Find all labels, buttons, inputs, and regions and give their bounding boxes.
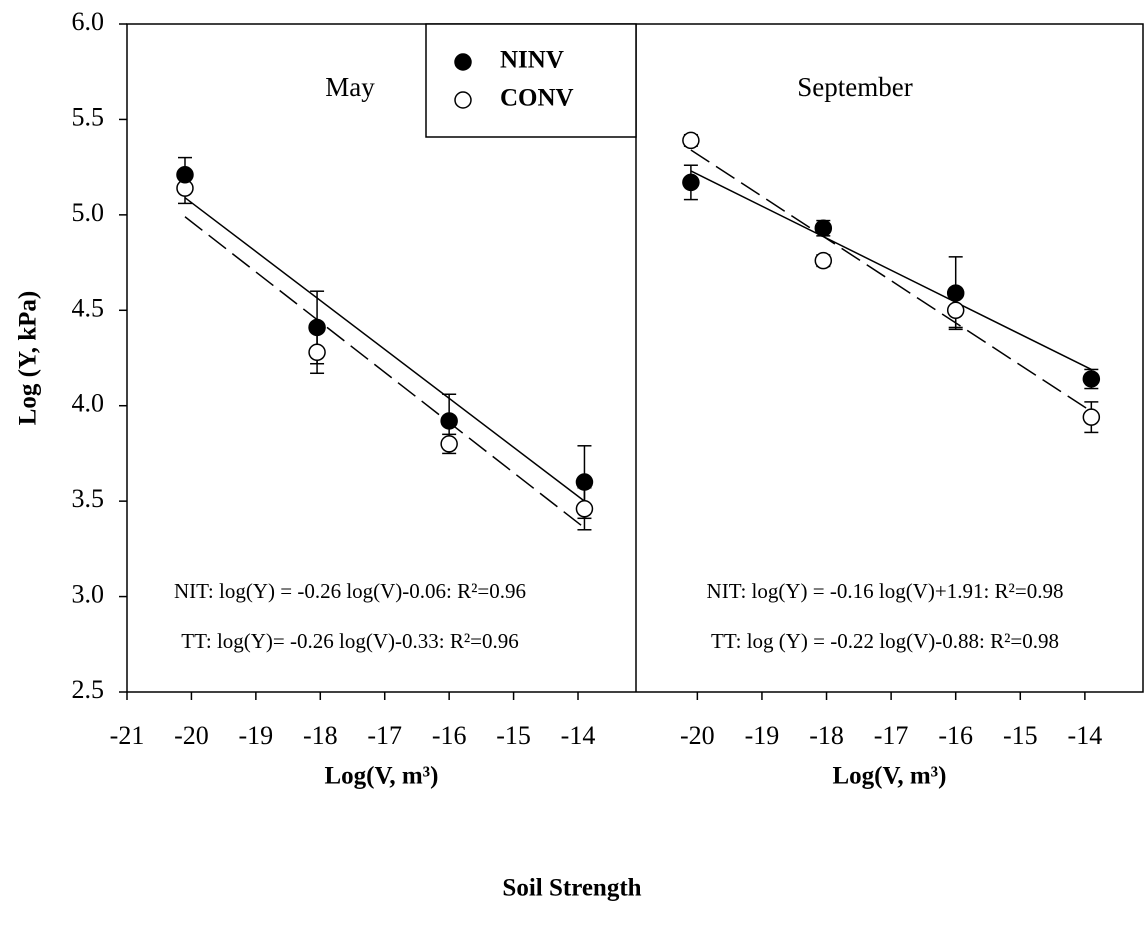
marker <box>308 343 326 362</box>
x-tick-label: -19 <box>745 721 780 750</box>
y-tick-label: 5.5 <box>72 102 105 131</box>
legend-label: CONV <box>500 85 574 112</box>
x-tick-label: -20 <box>680 721 715 750</box>
x-tick-label: -18 <box>303 721 338 750</box>
y-tick-label: 4.5 <box>72 293 105 322</box>
y-tick-label: 5.0 <box>72 198 105 227</box>
y-tick-label: 6.0 <box>72 7 105 36</box>
x-tick-label: -14 <box>561 721 596 750</box>
x-tick-label: -18 <box>809 721 844 750</box>
x-tick-label: -16 <box>938 721 973 750</box>
marker <box>946 284 965 302</box>
marker <box>814 251 833 270</box>
panel-title: May <box>325 72 375 102</box>
legend-box <box>425 23 637 138</box>
equation: NIT: log(Y) = -0.16 log(V)+1.91: R²=0.98 <box>707 579 1064 603</box>
marker <box>1082 370 1101 388</box>
fit-line <box>690 149 1092 413</box>
footer: Soil Strength <box>502 875 641 902</box>
fit-line <box>690 170 1092 371</box>
marker <box>575 500 594 518</box>
fit-line <box>184 197 585 502</box>
marker <box>814 219 833 237</box>
y-tick-label: 3.0 <box>72 580 105 609</box>
marker <box>682 131 700 150</box>
x-tick-label: -17 <box>874 721 909 750</box>
x-tick-label: -16 <box>432 721 467 750</box>
x-tick-label: -19 <box>239 721 274 750</box>
x-tick-label: -20 <box>174 721 209 750</box>
equation: TT: log(Y)= -0.26 log(V)-0.33: R²=0.96 <box>181 629 518 653</box>
x-tick-label: -15 <box>1003 721 1038 750</box>
marker <box>1082 408 1101 426</box>
marker <box>176 166 194 184</box>
legend-marker <box>454 53 472 71</box>
x-axis-label: Log(V, m³) <box>325 763 439 790</box>
x-tick-label: -14 <box>1068 721 1103 750</box>
x-tick-label: -21 <box>110 721 145 750</box>
y-tick-label: 2.5 <box>72 675 105 704</box>
equation: TT: log (Y) = -0.22 log(V)-0.88: R²=0.98 <box>711 629 1059 653</box>
marker <box>946 301 965 320</box>
marker <box>308 318 326 337</box>
y-axis-label: Log (Y, kPa) <box>15 291 42 426</box>
marker <box>575 473 594 491</box>
legend-label: NINV <box>500 47 564 74</box>
x-tick-label: -15 <box>496 721 531 750</box>
marker <box>682 173 700 192</box>
marker <box>440 435 458 453</box>
fit-line <box>184 216 585 529</box>
y-tick-label: 4.0 <box>72 389 105 418</box>
x-axis-label: Log(V, m³) <box>833 763 947 790</box>
y-tick-label: 3.5 <box>72 484 105 513</box>
panel-title: September <box>797 72 912 102</box>
equation: NIT: log(Y) = -0.26 log(V)-0.06: R²=0.96 <box>174 579 526 603</box>
marker <box>440 412 458 430</box>
x-tick-label: -17 <box>367 721 402 750</box>
legend-marker <box>454 91 472 109</box>
